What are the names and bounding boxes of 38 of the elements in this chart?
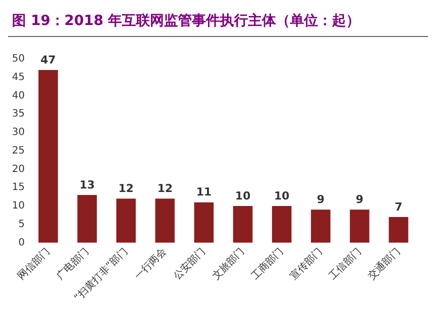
x-tick-label: 宣传部门	[288, 245, 325, 282]
y-tick-label: 25	[12, 145, 25, 156]
bar	[155, 198, 175, 243]
y-tick-label: 30	[12, 127, 25, 138]
data-label: 9	[316, 193, 325, 206]
data-label: 11	[196, 186, 212, 199]
bar	[77, 194, 97, 243]
data-label: 7	[394, 200, 402, 214]
x-tick-label: 一行两会	[132, 245, 169, 282]
bar	[272, 206, 292, 243]
x-tick-label: 交通部门	[366, 245, 402, 282]
bar	[194, 202, 214, 243]
data-label: 9	[356, 193, 364, 206]
data-label: 12	[118, 182, 134, 196]
bar	[310, 210, 330, 243]
x-tick-label: 文旅部门	[210, 245, 247, 282]
y-tick-label: 20	[12, 164, 25, 175]
data-label: 10	[235, 189, 251, 202]
y-tick-label: 45	[12, 72, 25, 83]
bar	[38, 70, 58, 243]
y-tick-label: 40	[12, 90, 25, 102]
y-tick-label: 15	[12, 182, 25, 194]
chart-title: 图 19：2018 年互联网监管事件执行主体（单位：起）	[8, 8, 428, 37]
bar	[350, 210, 370, 243]
y-tick-label: 35	[12, 108, 25, 120]
bar	[233, 206, 253, 243]
bar	[116, 198, 136, 243]
data-label: 47	[40, 53, 56, 66]
y-tick-label: 5	[18, 218, 25, 230]
data-label: 10	[274, 189, 290, 202]
x-tick-label: 工商部门	[248, 245, 286, 282]
y-tick-label: 10	[12, 200, 25, 212]
data-label: 13	[79, 178, 95, 192]
x-tick-label: 工信部门	[326, 245, 364, 282]
bar	[388, 217, 408, 243]
y-tick-label: 50	[12, 54, 25, 65]
x-tick-label: 公安部门	[171, 245, 208, 282]
data-label: 12	[157, 182, 173, 196]
